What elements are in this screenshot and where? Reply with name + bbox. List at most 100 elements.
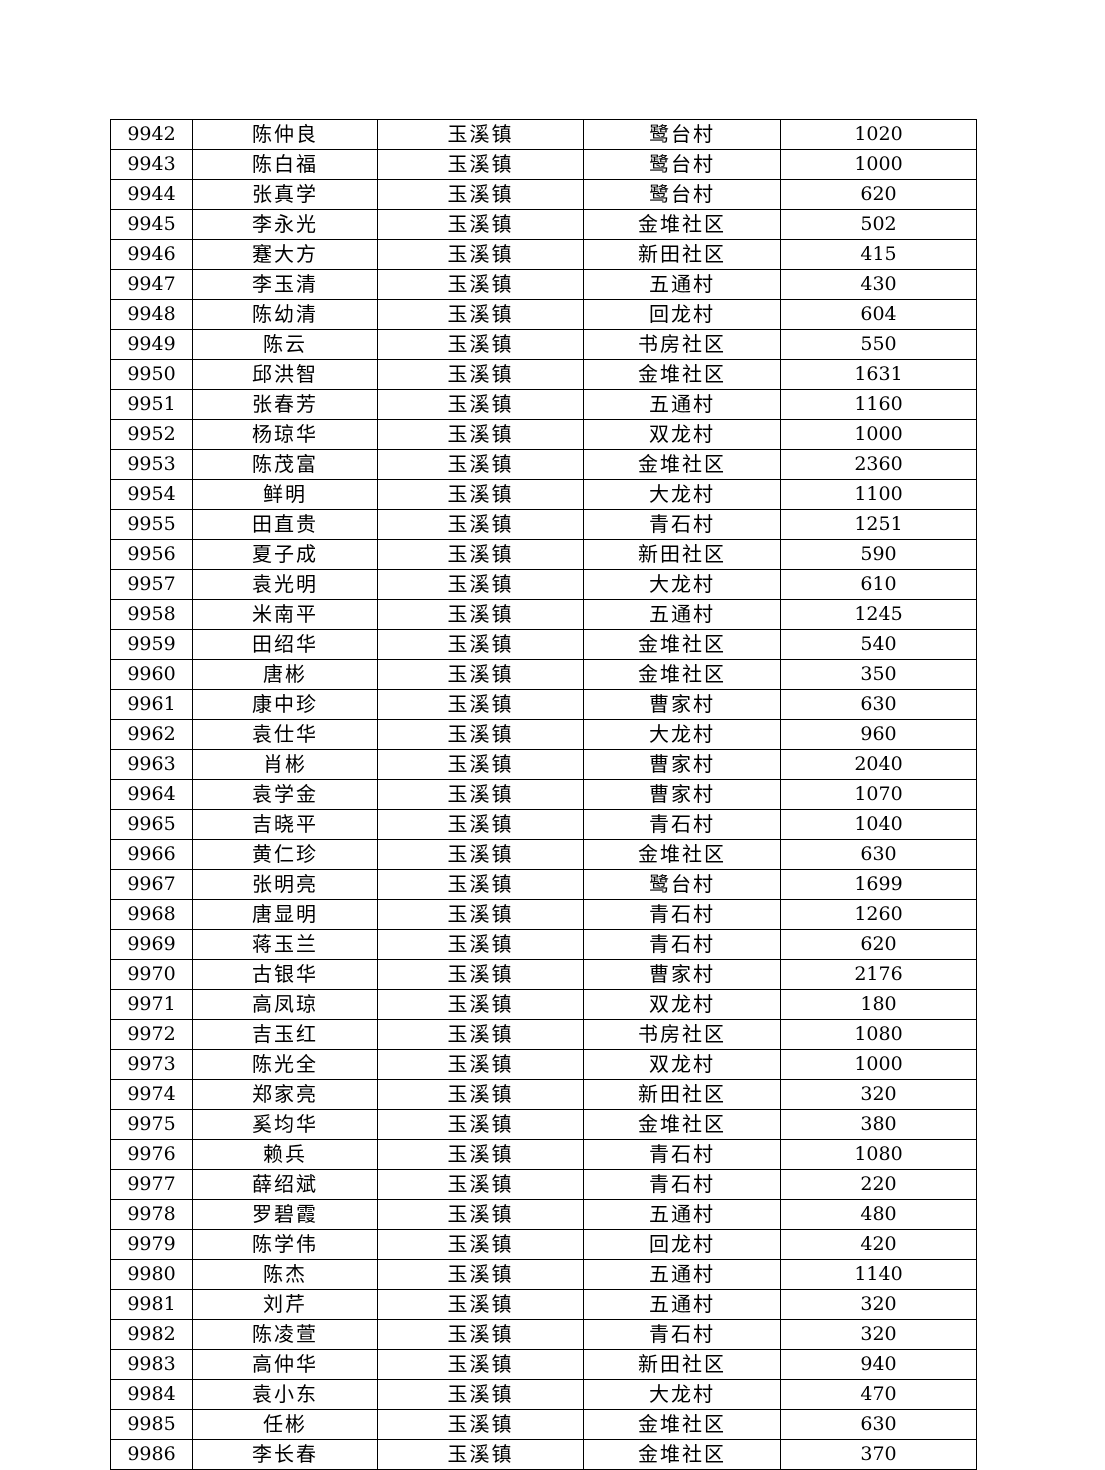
document-page: 9942 陈仲良 玉溪镇 鹭台村 1020 9943 陈白福 玉溪镇 鹭台村 1000 9944 张真… bbox=[110, 119, 977, 1470]
cell-village: 曹家村 bbox=[583, 779, 781, 810]
cell-amount: 415 bbox=[780, 239, 977, 270]
cell-amount: 180 bbox=[780, 989, 977, 1020]
cell-amount: 1251 bbox=[780, 509, 977, 540]
cell-amount: 1140 bbox=[780, 1259, 977, 1290]
cell-town: 玉溪镇 bbox=[377, 719, 584, 750]
cell-town: 玉溪镇 bbox=[377, 1139, 584, 1170]
cell-id: 9978 bbox=[110, 1199, 193, 1230]
cell-village: 鹭台村 bbox=[583, 119, 781, 150]
cell-town: 玉溪镇 bbox=[377, 449, 584, 480]
cell-name: 唐彬 bbox=[192, 659, 378, 690]
cell-town: 玉溪镇 bbox=[377, 1229, 584, 1260]
cell-id: 9951 bbox=[110, 389, 193, 420]
table-row: 9964 袁学金 玉溪镇 曹家村 1070 bbox=[110, 779, 977, 810]
cell-town: 玉溪镇 bbox=[377, 809, 584, 840]
cell-village: 大龙村 bbox=[583, 569, 781, 600]
table-row: 9949 陈云 玉溪镇 书房社区 550 bbox=[110, 329, 977, 360]
cell-town: 玉溪镇 bbox=[377, 1349, 584, 1380]
cell-id: 9982 bbox=[110, 1319, 193, 1350]
cell-name: 蒋玉兰 bbox=[192, 929, 378, 960]
cell-amount: 1080 bbox=[780, 1139, 977, 1170]
cell-name: 陈云 bbox=[192, 329, 378, 360]
cell-name: 黄仁珍 bbox=[192, 839, 378, 870]
cell-id: 9973 bbox=[110, 1049, 193, 1080]
cell-village: 曹家村 bbox=[583, 749, 781, 780]
cell-village: 双龙村 bbox=[583, 989, 781, 1020]
cell-village: 金堆社区 bbox=[583, 659, 781, 690]
table-row: 9978 罗碧霞 玉溪镇 五通村 480 bbox=[110, 1199, 977, 1230]
cell-town: 玉溪镇 bbox=[377, 1409, 584, 1440]
cell-town: 玉溪镇 bbox=[377, 539, 584, 570]
cell-village: 鹭台村 bbox=[583, 149, 781, 180]
cell-name: 鲜明 bbox=[192, 479, 378, 510]
cell-id: 9977 bbox=[110, 1169, 193, 1200]
cell-amount: 470 bbox=[780, 1379, 977, 1410]
cell-town: 玉溪镇 bbox=[377, 329, 584, 360]
cell-village: 书房社区 bbox=[583, 329, 781, 360]
cell-town: 玉溪镇 bbox=[377, 629, 584, 660]
cell-name: 蹇大方 bbox=[192, 239, 378, 270]
table-row: 9984 袁小东 玉溪镇 大龙村 470 bbox=[110, 1379, 977, 1410]
cell-amount: 2360 bbox=[780, 449, 977, 480]
cell-town: 玉溪镇 bbox=[377, 179, 584, 210]
cell-name: 高仲华 bbox=[192, 1349, 378, 1380]
cell-amount: 220 bbox=[780, 1169, 977, 1200]
cell-name: 田绍华 bbox=[192, 629, 378, 660]
cell-village: 回龙村 bbox=[583, 299, 781, 330]
roster-table-container: 9942 陈仲良 玉溪镇 鹭台村 1020 9943 陈白福 玉溪镇 鹭台村 1000 9944 张真… bbox=[110, 119, 977, 1470]
cell-id: 9966 bbox=[110, 839, 193, 870]
cell-name: 张真学 bbox=[192, 179, 378, 210]
cell-id: 9964 bbox=[110, 779, 193, 810]
cell-village: 金堆社区 bbox=[583, 1439, 781, 1470]
cell-name: 陈学伟 bbox=[192, 1229, 378, 1260]
cell-name: 邱洪智 bbox=[192, 359, 378, 390]
table-row: 9983 高仲华 玉溪镇 新田社区 940 bbox=[110, 1349, 977, 1380]
table-row: 9986 李长春 玉溪镇 金堆社区 370 bbox=[110, 1439, 977, 1470]
table-row: 9969 蒋玉兰 玉溪镇 青石村 620 bbox=[110, 929, 977, 960]
cell-name: 陈幼清 bbox=[192, 299, 378, 330]
cell-town: 玉溪镇 bbox=[377, 239, 584, 270]
cell-id: 9984 bbox=[110, 1379, 193, 1410]
cell-village: 五通村 bbox=[583, 599, 781, 630]
table-row: 9968 唐显明 玉溪镇 青石村 1260 bbox=[110, 899, 977, 930]
table-row: 9985 任彬 玉溪镇 金堆社区 630 bbox=[110, 1409, 977, 1440]
cell-name: 袁小东 bbox=[192, 1379, 378, 1410]
cell-town: 玉溪镇 bbox=[377, 839, 584, 870]
cell-id: 9985 bbox=[110, 1409, 193, 1440]
cell-town: 玉溪镇 bbox=[377, 119, 584, 150]
cell-village: 金堆社区 bbox=[583, 1109, 781, 1140]
table-row: 9942 陈仲良 玉溪镇 鹭台村 1020 bbox=[110, 119, 977, 150]
cell-town: 玉溪镇 bbox=[377, 1079, 584, 1110]
cell-amount: 320 bbox=[780, 1079, 977, 1110]
cell-name: 李长春 bbox=[192, 1439, 378, 1470]
table-row: 9950 邱洪智 玉溪镇 金堆社区 1631 bbox=[110, 359, 977, 390]
cell-id: 9974 bbox=[110, 1079, 193, 1110]
cell-town: 玉溪镇 bbox=[377, 779, 584, 810]
roster-table: 9942 陈仲良 玉溪镇 鹭台村 1020 9943 陈白福 玉溪镇 鹭台村 1000 9944 张真… bbox=[110, 119, 977, 1470]
cell-amount: 1080 bbox=[780, 1019, 977, 1050]
cell-id: 9957 bbox=[110, 569, 193, 600]
cell-id: 9944 bbox=[110, 179, 193, 210]
cell-village: 金堆社区 bbox=[583, 1409, 781, 1440]
cell-id: 9981 bbox=[110, 1289, 193, 1320]
table-row: 9971 高凤琼 玉溪镇 双龙村 180 bbox=[110, 989, 977, 1020]
cell-village: 五通村 bbox=[583, 389, 781, 420]
cell-name: 陈仲良 bbox=[192, 119, 378, 150]
cell-village: 青石村 bbox=[583, 1319, 781, 1350]
cell-town: 玉溪镇 bbox=[377, 599, 584, 630]
cell-amount: 590 bbox=[780, 539, 977, 570]
cell-name: 陈凌萱 bbox=[192, 1319, 378, 1350]
cell-id: 9983 bbox=[110, 1349, 193, 1380]
cell-village: 曹家村 bbox=[583, 959, 781, 990]
cell-id: 9962 bbox=[110, 719, 193, 750]
table-row: 9972 吉玉红 玉溪镇 书房社区 1080 bbox=[110, 1019, 977, 1050]
cell-amount: 430 bbox=[780, 269, 977, 300]
table-row: 9963 肖彬 玉溪镇 曹家村 2040 bbox=[110, 749, 977, 780]
cell-town: 玉溪镇 bbox=[377, 1109, 584, 1140]
table-row: 9975 奚均华 玉溪镇 金堆社区 380 bbox=[110, 1109, 977, 1140]
table-row: 9976 赖兵 玉溪镇 青石村 1080 bbox=[110, 1139, 977, 1170]
cell-id: 9970 bbox=[110, 959, 193, 990]
table-row: 9954 鲜明 玉溪镇 大龙村 1100 bbox=[110, 479, 977, 510]
cell-id: 9955 bbox=[110, 509, 193, 540]
cell-town: 玉溪镇 bbox=[377, 479, 584, 510]
